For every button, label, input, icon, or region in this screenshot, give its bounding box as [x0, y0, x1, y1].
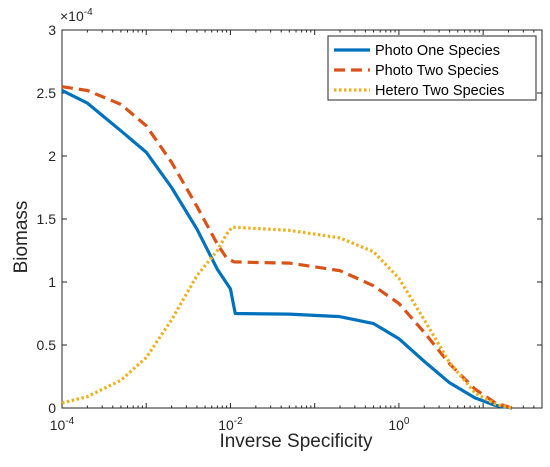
legend-label-3: Hetero Two Species: [375, 83, 505, 99]
x-axis-label: Inverse Specificity: [219, 431, 373, 452]
legend-box: [327, 35, 537, 101]
x-tick-label: 10-4: [50, 416, 75, 433]
y-tick-label: 2.5: [37, 85, 57, 101]
y-tick-label: 1: [48, 274, 56, 290]
y-tick-label: 3: [48, 22, 56, 38]
y-tick-label: 2: [48, 148, 56, 164]
series-line-2: [61, 85, 513, 410]
y-tick-label: 0.5: [37, 337, 57, 353]
y-axis-label: Biomass: [11, 201, 32, 274]
legend-label-1: Photo One Species: [375, 43, 500, 59]
y-exponent-label: ×10-4: [60, 7, 93, 24]
series-line-3: [61, 225, 513, 410]
legend-label-2: Photo Two Species: [375, 63, 499, 79]
y-tick-label: 1.5: [37, 211, 57, 227]
y-tick-label: 0: [48, 400, 56, 416]
x-tick-label: 100: [388, 416, 410, 433]
legend: Photo One Species Photo Two Species Hetero…: [327, 35, 537, 101]
x-tick-label: 10-2: [218, 416, 243, 433]
series-line-1: [61, 89, 513, 410]
